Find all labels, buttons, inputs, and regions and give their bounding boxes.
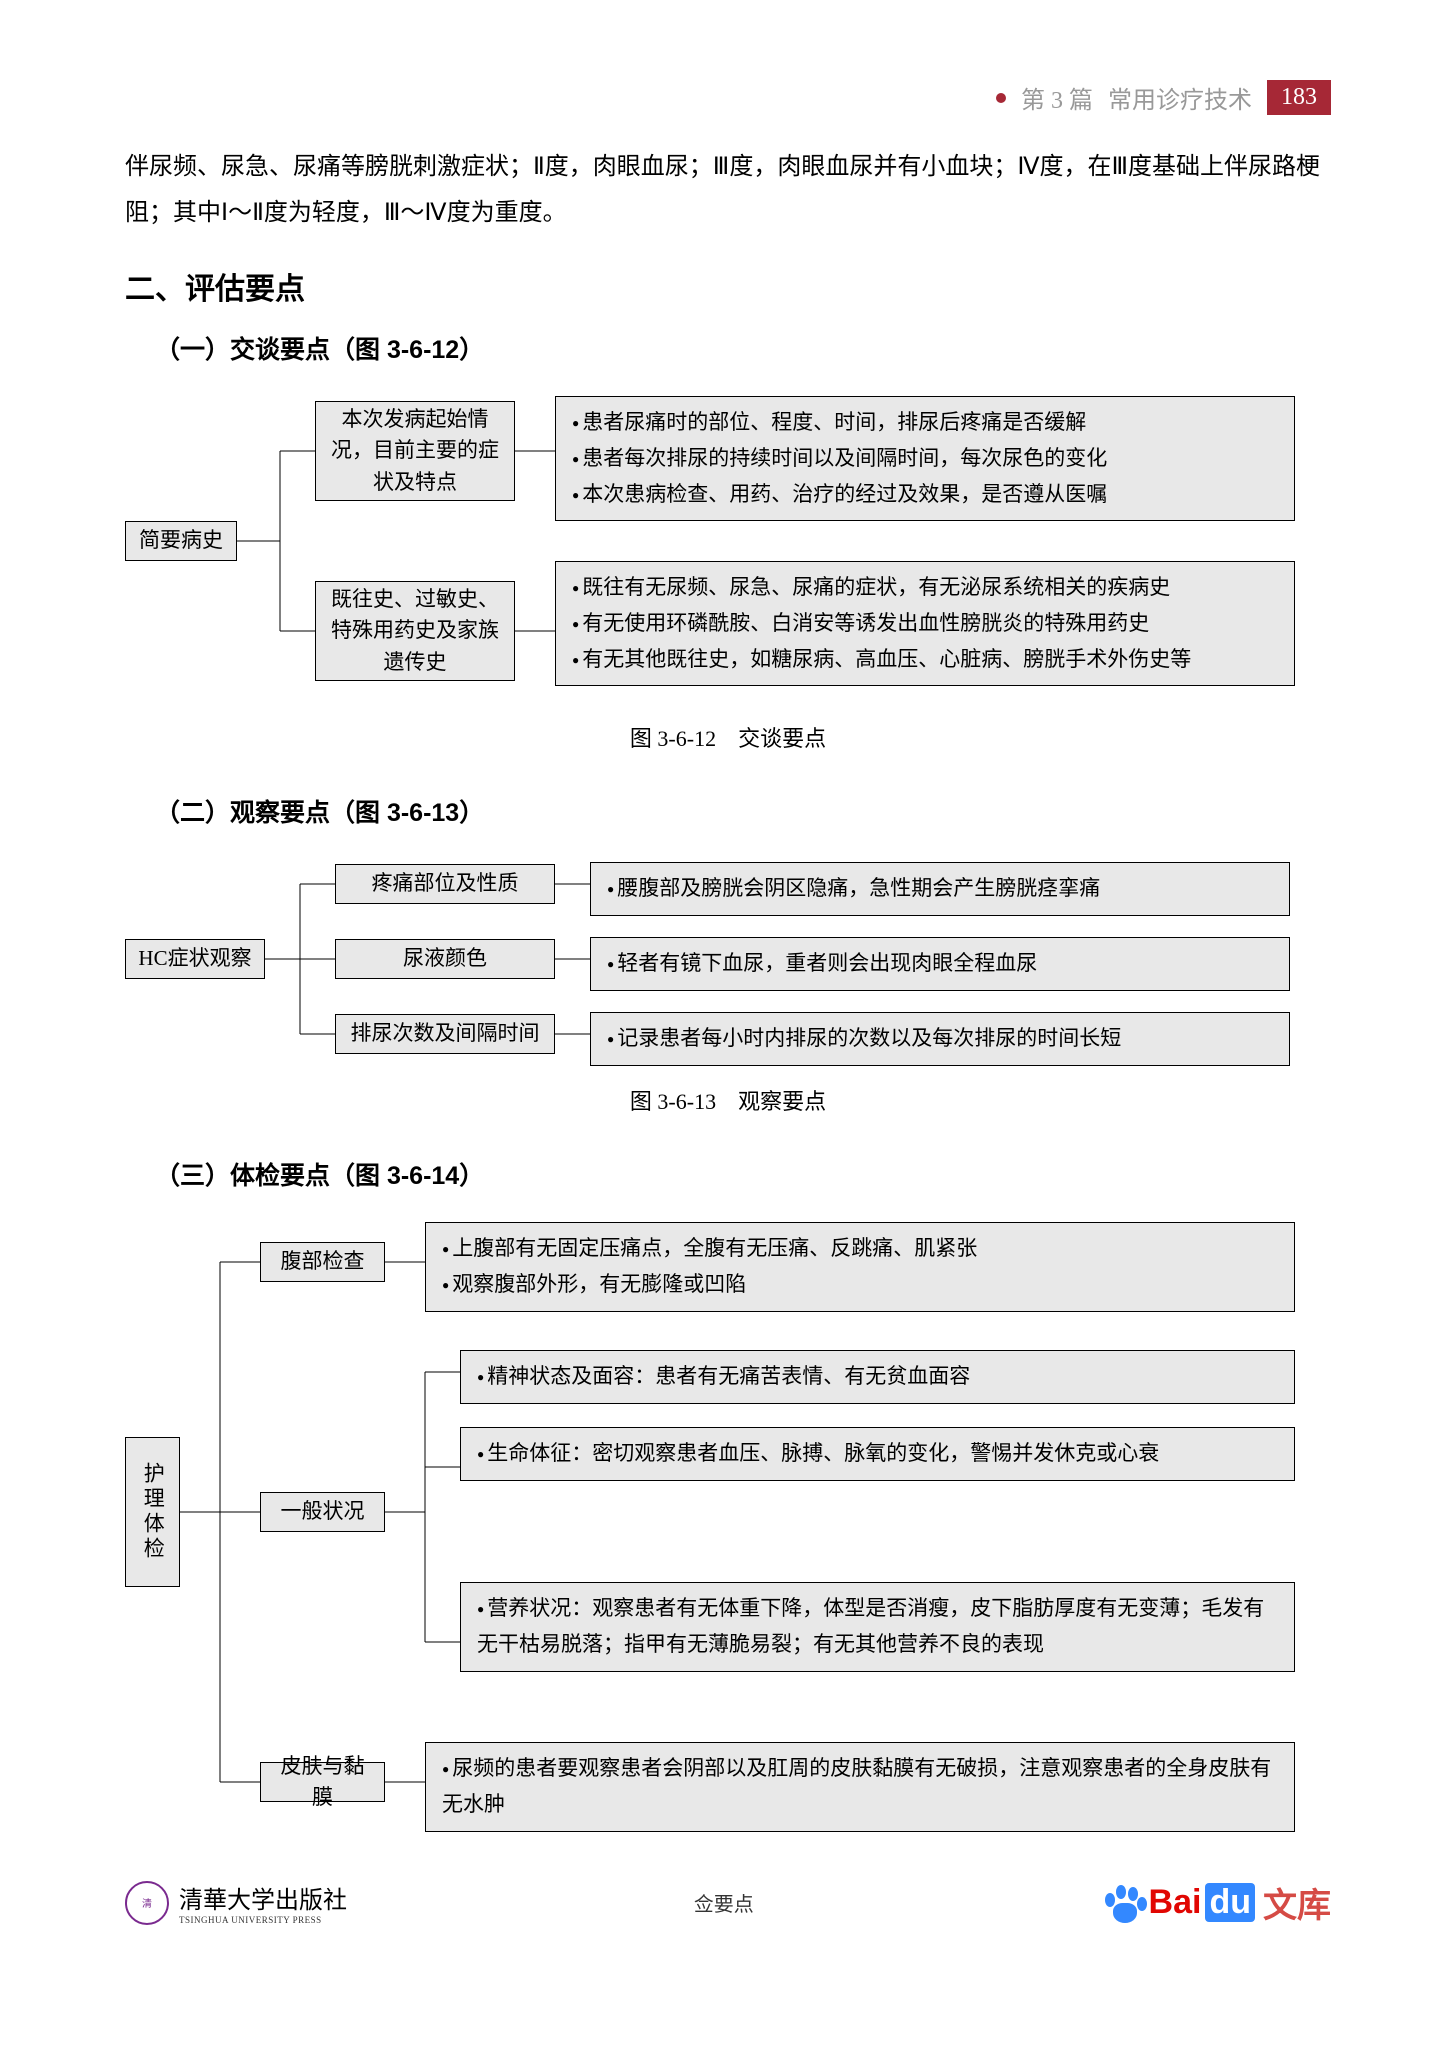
d3-b3: 皮肤与黏膜 [260, 1762, 385, 1802]
d1-leaf2-item: 既往有无尿频、尿急、尿痛的症状，有无泌尿系统相关的疾病史 [572, 570, 1278, 606]
diagram-2: HC症状观察 疼痛部位及性质 尿液颜色 排尿次数及间隔时间 腰腹部及膀胱会阴区隐… [125, 859, 1331, 1069]
d1-caption: 图 3-6-12 交谈要点 [125, 721, 1331, 753]
chapter-label: 第 3 篇 [1021, 80, 1093, 115]
d3-b2-leaf2: 营养状况：观察患者有无体重下降，体型是否消瘦，皮下脂肪厚度有无变薄；毛发有无干枯… [460, 1582, 1295, 1671]
publisher-block: 清 清華大学出版社 TSINGHUA UNIVERSITY PRESS [125, 1880, 347, 1925]
d1-leaf1: 患者尿痛时的部位、程度、时间，排尿后疼痛是否缓解 患者每次排尿的持续时间以及间隔… [555, 396, 1295, 521]
baidu-text-bai: Bai [1149, 1883, 1202, 1922]
d3-item: 观察腹部外形，有无膨隆或凹陷 [442, 1267, 1278, 1303]
sub1-heading: （一）交谈要点（图 3-6-12） [155, 330, 1331, 366]
d3-b1: 腹部检查 [260, 1242, 385, 1282]
d3-leaf3: 尿频的患者要观察患者会阴部以及肛周的皮肤黏膜有无破损，注意观察患者的全身皮肤有无… [425, 1742, 1295, 1831]
d3-item: 精神状态及面容：患者有无痛苦表情、有无贫血面容 [477, 1359, 1278, 1395]
d2-leaf1: 轻者有镜下血尿，重者则会出现肉眼全程血尿 [590, 937, 1290, 991]
d1-leaf2-item: 有无其他既往史，如糖尿病、高血压、心脏病、膀胱手术外伤史等 [572, 642, 1278, 678]
d3-root: 护理体检 [125, 1437, 180, 1587]
paw-icon [1101, 1883, 1145, 1923]
d1-leaf2-item: 有无使用环磷酰胺、白消安等诱发出血性膀胱炎的特殊用药史 [572, 606, 1278, 642]
page-footer: 清 清華大学出版社 TSINGHUA UNIVERSITY PRESS 佥要点 … [0, 1878, 1456, 1927]
d2-item: 腰腹部及膀胱会阴区隐痛，急性期会产生膀胱痉挛痛 [607, 871, 1273, 907]
d1-branch1: 本次发病起始情况，目前主要的症状及特点 [315, 401, 515, 501]
publisher-name: 清華大学出版社 [179, 1880, 347, 1915]
d3-item: 生命体征：密切观察患者血压、脉搏、脉氧的变化，警惕并发休克或心衰 [477, 1436, 1278, 1472]
page-header: 第 3 篇 常用诊疗技术 183 [125, 80, 1331, 115]
publisher-sub: TSINGHUA UNIVERSITY PRESS [179, 1915, 347, 1925]
d3-b2-leaf0: 精神状态及面容：患者有无痛苦表情、有无贫血面容 [460, 1350, 1295, 1404]
d2-leaf0: 腰腹部及膀胱会阴区隐痛，急性期会产生膀胱痉挛痛 [590, 862, 1290, 916]
d2-mid1: 尿液颜色 [335, 939, 555, 979]
page: 第 3 篇 常用诊疗技术 183 伴尿频、尿急、尿痛等膀胱刺激症状；Ⅱ度，肉眼血… [0, 0, 1456, 1957]
sub2-heading: （二）观察要点（图 3-6-13） [155, 793, 1331, 829]
d2-mid0: 疼痛部位及性质 [335, 864, 555, 904]
d3-b2: 一般状况 [260, 1492, 385, 1532]
wenku-text: 文库 [1263, 1878, 1331, 1927]
d2-item: 记录患者每小时内排尿的次数以及每次排尿的时间长短 [607, 1021, 1273, 1057]
header-dot-icon [996, 93, 1006, 103]
d3-b2-leaf1: 生命体征：密切观察患者血压、脉搏、脉氧的变化，警惕并发休克或心衰 [460, 1427, 1295, 1481]
d1-leaf1-item: 本次患病检查、用药、治疗的经过及效果，是否遵从医嘱 [572, 477, 1278, 513]
d2-mid2: 排尿次数及间隔时间 [335, 1014, 555, 1054]
section-title: 常用诊疗技术 [1108, 80, 1252, 115]
d2-caption: 图 3-6-13 观察要点 [125, 1084, 1331, 1116]
diagram-3: 护理体检 腹部检查 上腹部有无固定压痛点，全腹有无压痛、反跳痛、肌紧张 观察腹部… [125, 1222, 1331, 1842]
page-number: 183 [1267, 80, 1331, 115]
d1-root: 简要病史 [125, 521, 237, 561]
d2-item: 轻者有镜下血尿，重者则会出现肉眼全程血尿 [607, 946, 1273, 982]
section-heading: 二、评估要点 [125, 264, 1331, 308]
baidu-wenku-logo: Baidu 文库 [1101, 1878, 1331, 1927]
intro-paragraph: 伴尿频、尿急、尿痛等膀胱刺激症状；Ⅱ度，肉眼血尿；Ⅲ度，肉眼血尿并有小血块；Ⅳ度… [125, 145, 1331, 236]
d1-leaf1-item: 患者尿痛时的部位、程度、时间，排尿后疼痛是否缓解 [572, 405, 1278, 441]
publisher-seal-icon: 清 [125, 1881, 169, 1925]
d3-item: 营养状况：观察患者有无体重下降，体型是否消瘦，皮下脂肪厚度有无变薄；毛发有无干枯… [477, 1591, 1278, 1662]
d3-item: 上腹部有无固定压痛点，全腹有无压痛、反跳痛、肌紧张 [442, 1231, 1278, 1267]
diagram-1: 简要病史 本次发病起始情况，目前主要的症状及特点 既往史、过敏史、特殊用药史及家… [125, 396, 1331, 706]
d1-leaf1-item: 患者每次排尿的持续时间以及间隔时间，每次尿色的变化 [572, 441, 1278, 477]
sub3-heading: （三）体检要点（图 3-6-14） [155, 1156, 1331, 1192]
truncated-caption: 佥要点 [694, 1888, 754, 1917]
baidu-text-du: du [1205, 1883, 1255, 1922]
d2-leaf2: 记录患者每小时内排尿的次数以及每次排尿的时间长短 [590, 1012, 1290, 1066]
d3-item: 尿频的患者要观察患者会阴部以及肛周的皮肤黏膜有无破损，注意观察患者的全身皮肤有无… [442, 1751, 1278, 1822]
d1-branch2: 既往史、过敏史、特殊用药史及家族遗传史 [315, 581, 515, 681]
d1-leaf2: 既往有无尿频、尿急、尿痛的症状，有无泌尿系统相关的疾病史 有无使用环磷酰胺、白消… [555, 561, 1295, 686]
d3-leaf1: 上腹部有无固定压痛点，全腹有无压痛、反跳痛、肌紧张 观察腹部外形，有无膨隆或凹陷 [425, 1222, 1295, 1311]
d2-root: HC症状观察 [125, 939, 265, 979]
